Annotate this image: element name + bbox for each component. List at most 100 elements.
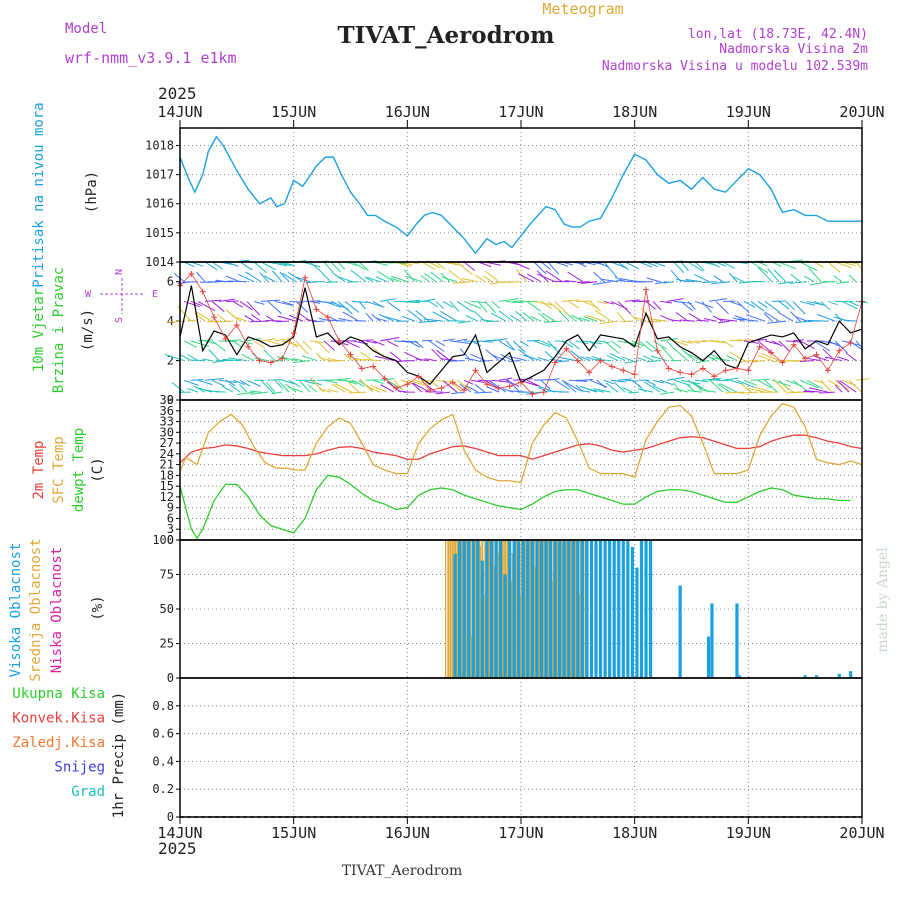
lonlat-label: lon,lat (18.73E, 42.4N) <box>688 27 868 42</box>
y-tick-label: 25 <box>160 637 174 651</box>
wind-barb <box>386 301 401 312</box>
wind-barb <box>659 338 678 342</box>
wind-barb <box>472 310 486 322</box>
x-tick-label-bottom: 17JUN <box>498 824 543 842</box>
wind-barb <box>403 269 416 283</box>
wind-barb <box>578 389 591 393</box>
high-cloud-bar <box>571 540 575 678</box>
wind-barb <box>804 390 822 393</box>
wind-barb <box>558 310 570 322</box>
wind-barb <box>201 358 213 362</box>
wind-barb <box>603 379 615 385</box>
wind-barb <box>606 355 619 362</box>
wind-barb <box>722 261 736 269</box>
wind-barb <box>519 340 529 347</box>
wind-barb <box>763 312 773 322</box>
wind-barb <box>246 301 261 316</box>
wind-barb <box>834 384 843 393</box>
wind-barb <box>621 386 633 393</box>
wind-barb <box>420 275 430 283</box>
wind-barb <box>435 340 446 347</box>
wind-barb <box>757 379 772 389</box>
wind-gust-marker <box>199 288 206 295</box>
wind-barb <box>644 381 661 393</box>
wind-barb <box>463 261 476 271</box>
high-cloud-bar <box>558 540 562 678</box>
wind-barb <box>365 340 377 344</box>
wind-barb <box>225 309 241 322</box>
wind-barb <box>687 379 703 390</box>
wind-barb <box>750 378 770 381</box>
y-tick-label: 0 <box>167 810 174 824</box>
wind-barb <box>813 355 829 362</box>
wind-barb <box>225 275 241 283</box>
wind-barb <box>463 300 482 309</box>
wind-barb <box>267 301 282 315</box>
wind-barb <box>605 382 619 393</box>
high-cloud-bar <box>467 540 471 678</box>
wind-barb <box>334 383 353 393</box>
y-tick-label: 0 <box>167 533 174 547</box>
wind-barb <box>187 354 199 362</box>
clouds-panel: 0 25 50 75 100 Visoka Oblacnost Srednja Oblacn… <box>8 533 862 685</box>
compass-n: N <box>114 269 125 275</box>
wind-barb <box>817 313 836 322</box>
wind-barb <box>405 275 423 283</box>
wind-barb <box>685 278 703 283</box>
wind-gust-marker <box>302 274 309 281</box>
high-cloud-bar <box>471 540 475 678</box>
wind-barb <box>529 315 542 322</box>
y-tick-label: 12 <box>160 490 174 504</box>
wind-barb <box>315 352 325 361</box>
wind-barb <box>736 379 755 389</box>
wind-barb <box>319 388 332 393</box>
x-tick-label-bottom: 18JUN <box>612 824 657 842</box>
wind-barb <box>638 340 653 353</box>
wind-barb <box>636 357 647 362</box>
wind-barb <box>610 340 622 349</box>
wind-gust-marker <box>415 373 422 380</box>
wind-barb <box>279 271 290 283</box>
wind-barb <box>827 300 838 306</box>
wind-barb <box>330 340 349 346</box>
wind-barb <box>593 388 612 393</box>
wind-barb <box>281 300 294 306</box>
wind-barb <box>789 281 808 284</box>
wind-barb <box>717 320 731 324</box>
wind-barb <box>673 379 691 386</box>
wind-barb <box>512 261 530 270</box>
wind-barb <box>173 273 185 283</box>
wind-gust-marker <box>211 314 218 321</box>
wind-barb <box>330 378 351 381</box>
high-cloud-bar <box>526 540 530 678</box>
wind-barb <box>659 379 674 386</box>
wind-barb <box>680 261 689 272</box>
wind-axis-label-1: 10m Vjetar <box>31 288 47 372</box>
wind-barb <box>267 379 283 381</box>
y-tick-label: 21 <box>160 458 174 472</box>
wind-barb <box>232 301 243 308</box>
wind-barb <box>613 381 626 393</box>
wind-barb <box>237 273 255 283</box>
wind-barb <box>725 391 745 394</box>
wind-barb <box>809 387 829 393</box>
wind-barb <box>555 360 570 363</box>
wind-barb <box>428 379 439 388</box>
wind-barb <box>738 318 759 322</box>
high-cloud-bar <box>462 540 466 678</box>
wind-barb <box>701 301 712 313</box>
high-cloud-bar <box>612 540 616 678</box>
high-cloud-bar <box>508 540 512 678</box>
wind-barb <box>726 355 738 362</box>
wind-barb <box>309 300 321 304</box>
wind-barb <box>337 276 353 283</box>
y-tick-label: 4 <box>167 314 174 328</box>
wind-barb <box>196 271 206 283</box>
wind-barb <box>277 315 297 322</box>
wind-barb <box>778 340 791 352</box>
wind-barb <box>370 385 388 393</box>
wind-gust-marker <box>472 367 479 374</box>
wind-barb <box>834 340 848 354</box>
wind-barb <box>561 299 580 302</box>
wind-barb <box>327 360 346 362</box>
